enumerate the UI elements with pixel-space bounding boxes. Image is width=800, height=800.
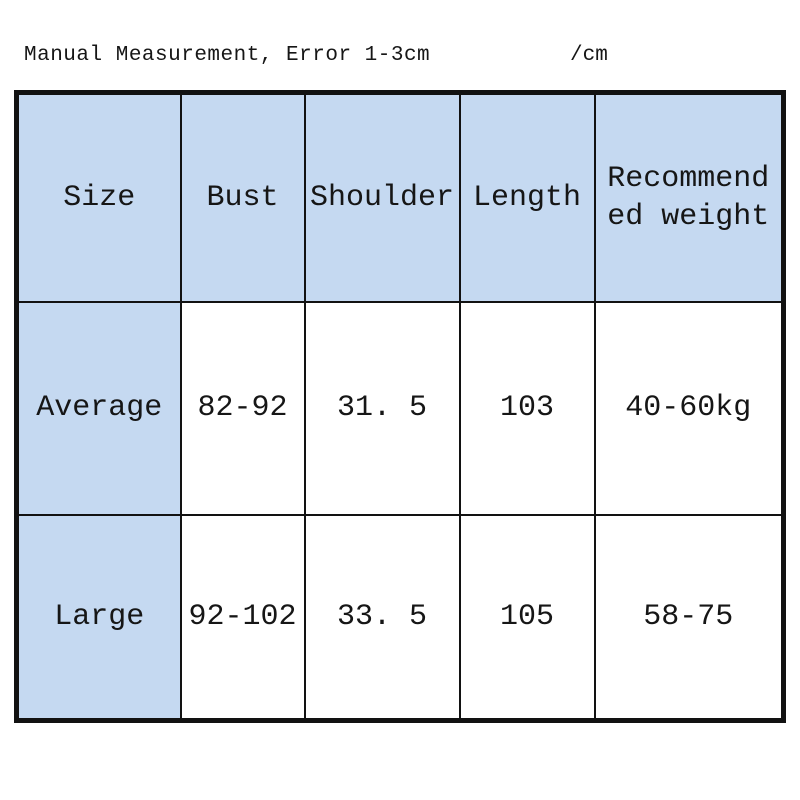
cell-length: 105 bbox=[458, 513, 596, 722]
header-row: Size Bust Shoulder Length Recommend ed w… bbox=[15, 91, 785, 303]
cell-shoulder: 33. 5 bbox=[303, 513, 461, 722]
table-row-average: Average 82-92 31. 5 103 40-60kg bbox=[15, 300, 785, 516]
measurement-note: Manual Measurement, Error 1-3cm bbox=[24, 44, 431, 67]
cell-size: Large bbox=[15, 513, 182, 722]
cell-recommended-weight: 40-60kg bbox=[593, 300, 785, 516]
column-header-size: Size bbox=[15, 91, 182, 303]
table-row-large: Large 92-102 33. 5 105 58-75 bbox=[15, 513, 785, 722]
cell-recommended-weight: 58-75 bbox=[593, 513, 785, 722]
cell-size: Average bbox=[15, 300, 182, 516]
cell-bust: 82-92 bbox=[179, 300, 306, 516]
column-header-recommended-weight: Recommend ed weight bbox=[593, 91, 785, 303]
column-header-bust: Bust bbox=[179, 91, 306, 303]
size-chart-table: Size Bust Shoulder Length Recommend ed w… bbox=[14, 90, 786, 723]
cell-shoulder: 31. 5 bbox=[303, 300, 461, 516]
unit-label: /cm bbox=[570, 44, 608, 67]
column-header-length: Length bbox=[458, 91, 596, 303]
column-header-shoulder: Shoulder bbox=[303, 91, 461, 303]
cell-length: 103 bbox=[458, 300, 596, 516]
cell-bust: 92-102 bbox=[179, 513, 306, 722]
title-row: Manual Measurement, Error 1-3cm /cm bbox=[0, 44, 800, 74]
